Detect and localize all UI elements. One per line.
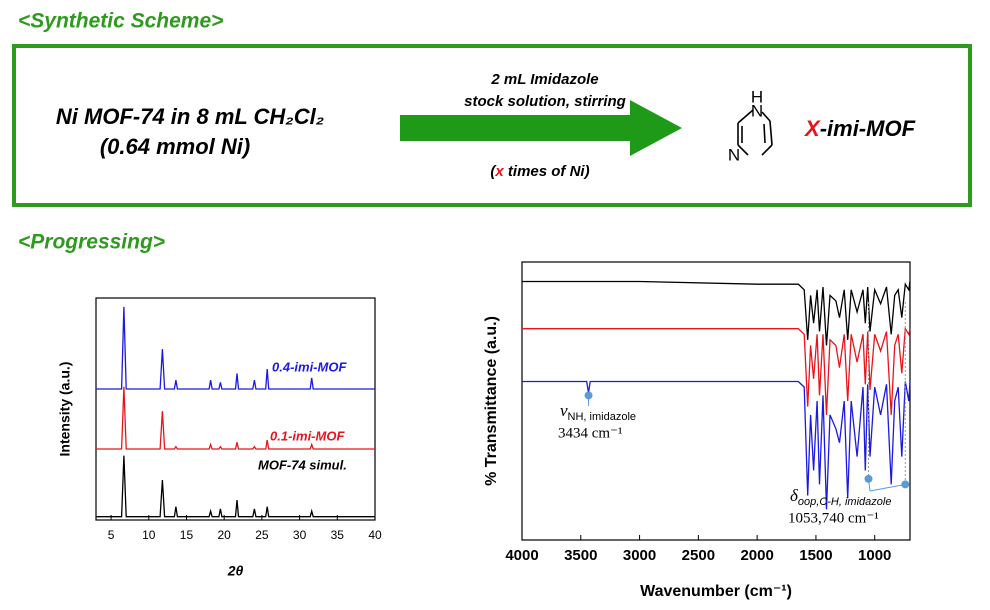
series-label: 0.1-imi-MOF [270, 428, 345, 443]
atom: N [728, 145, 740, 164]
x-tick-label: 1500 [799, 547, 832, 564]
product-x: X [803, 116, 821, 141]
ratio-part: times of Ni) [504, 163, 590, 180]
condition: stock solution, stirring [464, 93, 626, 110]
x-tick-label: 1000 [858, 547, 891, 564]
x-tick-label: 5 [108, 528, 115, 542]
annotation-point [864, 474, 873, 483]
spectrum-line [522, 280, 911, 346]
series-label: 0.4-imi-MOF [272, 359, 347, 374]
leader-line [869, 483, 906, 492]
x-tick-label: 2500 [682, 547, 715, 564]
reaction-arrow [400, 100, 682, 156]
spectrum-line [96, 455, 375, 518]
x-tick-label: 15 [180, 528, 194, 542]
spectrum-line [522, 380, 911, 510]
plot-frame [95, 297, 376, 521]
annotation-symbol: ν [560, 401, 568, 420]
section-title: <Synthetic Scheme> [18, 10, 223, 33]
reactant-amount: (0.64 mmol Ni) [100, 134, 250, 159]
annotation-point [901, 480, 910, 489]
section-title: <Progressing> [18, 231, 165, 254]
plot-frame [521, 261, 911, 541]
x-tick-label: 3500 [564, 547, 597, 564]
annotation-point [584, 391, 593, 400]
annotation-sub: oop,C-H, imidazole [798, 496, 892, 508]
condition: 2 mL Imidazole [490, 71, 598, 88]
ratio-x: x [494, 163, 504, 180]
annotation-value: 1053,740 cm⁻¹ [788, 510, 879, 526]
x-tick-label: 30 [293, 528, 307, 542]
atom: H [751, 87, 763, 106]
scheme-box [12, 44, 972, 207]
annotation-symbol: δ [790, 486, 799, 505]
atom: N [751, 101, 763, 120]
series-label: MOF-74 simul. [258, 457, 347, 472]
x-tick-label: 3000 [623, 547, 656, 564]
annotation-label: δoop,C-H, imidazole [790, 486, 891, 508]
spectrum-line [96, 306, 375, 390]
spectrum-line [522, 326, 911, 415]
annotation-sub: NH, imidazole [568, 411, 636, 423]
annotation-value: 3434 cm⁻¹ [558, 425, 623, 441]
x-axis-label: Wavenumber (cm⁻¹) [640, 583, 792, 600]
x-tick-label: 25 [255, 528, 269, 542]
y-axis-label: % Transmittance (a.u.) [483, 316, 500, 486]
ratio-part: ( [490, 163, 497, 180]
product-name: -imi-MOF [820, 116, 916, 141]
x-tick-label: 20 [218, 528, 232, 542]
spectrum-line [96, 386, 375, 450]
x-tick-label: 35 [331, 528, 345, 542]
annotation-label: νNH, imidazole [560, 401, 636, 423]
x-tick-label: 4000 [505, 547, 538, 564]
y-axis-label: Intensity (a.u.) [57, 362, 73, 457]
product: X-imi-MOF [803, 116, 916, 141]
x-tick-label: 2000 [740, 547, 773, 564]
ratio: (x times of Ni) [490, 163, 589, 180]
reactant: Ni MOF-74 in 8 mL CH₂Cl₂ [56, 104, 324, 129]
imidazole [737, 109, 773, 156]
x-axis-label: 2θ [227, 563, 244, 579]
x-tick-label: 40 [368, 528, 382, 542]
x-tick-label: 10 [142, 528, 156, 542]
